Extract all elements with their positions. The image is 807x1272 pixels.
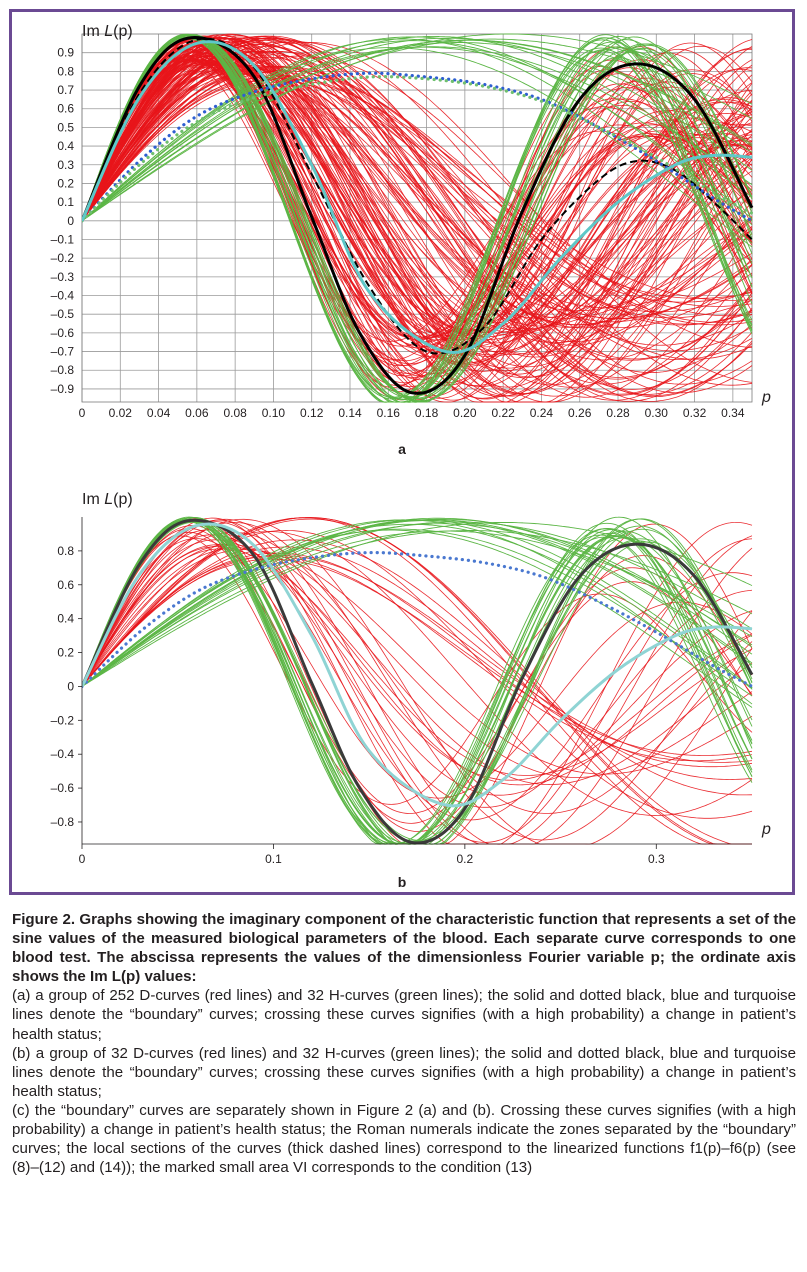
figure-svg: 0 0.02 0.04 0.06 0.08 0.10 0.12 0.14 0.16 0.18 0.2… — [12, 12, 792, 892]
y-tick-label: 0.2 — [57, 646, 74, 660]
x-axis-title: p — [761, 389, 771, 406]
x-tick-label: 0.32 — [683, 406, 707, 420]
panel-label: b — [398, 874, 407, 890]
y-tick-label: 0.2 — [57, 176, 74, 190]
x-tick-label: 0.2 — [457, 852, 474, 866]
x-tick-label: 0.08 — [223, 406, 247, 420]
y-tick-label: –0.4 — [51, 747, 75, 761]
x-tick-label: 0.26 — [568, 406, 592, 420]
x-tick-label: 0.24 — [530, 406, 554, 420]
x-tick-label: 0.06 — [185, 406, 209, 420]
h-curve — [82, 524, 752, 689]
y-tick-label: 0.3 — [57, 158, 74, 172]
y-tick-label: 0.4 — [57, 612, 74, 626]
y-tick-label: 0.8 — [57, 64, 74, 78]
y-tick-label: 0.1 — [57, 195, 74, 209]
x-tick-label: 0.20 — [453, 406, 477, 420]
x-tick-label: 0.02 — [109, 406, 133, 420]
y-axis-title: Im L(p) — [82, 23, 133, 40]
x-tick-label: 0.1 — [265, 852, 282, 866]
panel-b-chart: 0 0.1 0.2 0.3 0.8 0.6 0.4 0.2 0 –0.2 –0.4 –0.6 –0.8 I… — [51, 491, 771, 890]
x-tick-label: 0 — [79, 406, 86, 420]
x-tick-label: 0.18 — [415, 406, 439, 420]
y-tick-label: 0.8 — [57, 544, 74, 558]
y-tick-label: –0.8 — [51, 815, 75, 829]
y-axis-title: Im L(p) — [82, 491, 133, 508]
y-tick-label: –0.3 — [51, 270, 75, 284]
x-tick-label: 0.30 — [645, 406, 669, 420]
x-tick-label: 0.34 — [721, 406, 745, 420]
x-tick-label: 0.12 — [300, 406, 324, 420]
d-curve — [82, 544, 752, 784]
y-tick-label: –0.6 — [51, 781, 75, 795]
y-tick-label: 0.6 — [57, 578, 74, 592]
y-tick-label: –0.6 — [51, 326, 75, 340]
x-tick-label: 0.10 — [262, 406, 286, 420]
y-tick-label: 0 — [67, 679, 74, 693]
caption-item-c: (c) the “boundary” curves are separately… — [12, 1101, 796, 1177]
y-tick-label: 0.4 — [57, 139, 74, 153]
x-tick-label: 0.14 — [338, 406, 362, 420]
y-tick-label: –0.7 — [51, 345, 75, 359]
y-tick-label: 0.6 — [57, 102, 74, 116]
panel-label: a — [398, 441, 406, 457]
y-tick-label: –0.9 — [51, 382, 75, 396]
x-axis-title: p — [761, 821, 771, 838]
x-tick-label: 0.3 — [648, 852, 665, 866]
d-curve — [82, 528, 752, 823]
y-tick-label: –0.8 — [51, 363, 75, 377]
d-curve — [82, 57, 752, 345]
panel-a-chart: 0 0.02 0.04 0.06 0.08 0.10 0.12 0.14 0.16 0.18 0.2… — [51, 23, 771, 457]
curve-family-group — [82, 34, 752, 402]
y-tick-label: –0.4 — [51, 289, 75, 303]
caption-item-b: (b) a group of 32 D-curves (red lines) a… — [12, 1044, 796, 1101]
x-tick-label: 0.04 — [147, 406, 171, 420]
y-tick-label: –0.1 — [51, 232, 75, 246]
figure-caption: Figure 2. Graphs showing the imaginary c… — [12, 910, 796, 1177]
d-curve — [82, 57, 752, 345]
d-curve — [82, 545, 752, 785]
figure-frame: 0 0.02 0.04 0.06 0.08 0.10 0.12 0.14 0.16 0.18 0.2… — [9, 9, 795, 895]
y-tick-label: –0.2 — [51, 713, 75, 727]
curve-family-group — [82, 517, 752, 844]
y-tick-label: 0.9 — [57, 46, 74, 60]
y-tick-label: 0.7 — [57, 83, 74, 97]
y-tick-label: –0.2 — [51, 251, 75, 265]
h-curve — [82, 519, 752, 686]
x-tick-label: 0.28 — [606, 406, 630, 420]
x-tick-label: 0.22 — [491, 406, 515, 420]
y-tick-label: –0.5 — [51, 307, 75, 321]
caption-item-a: (a) a group of 252 D-curves (red lines) … — [12, 986, 796, 1043]
x-tick-label: 0.16 — [377, 406, 401, 420]
caption-heading: Figure 2. Graphs showing the imaginary c… — [12, 910, 796, 986]
y-tick-label: 0 — [67, 214, 74, 228]
x-tick-label: 0 — [79, 852, 86, 866]
y-tick-label: 0.5 — [57, 120, 74, 134]
